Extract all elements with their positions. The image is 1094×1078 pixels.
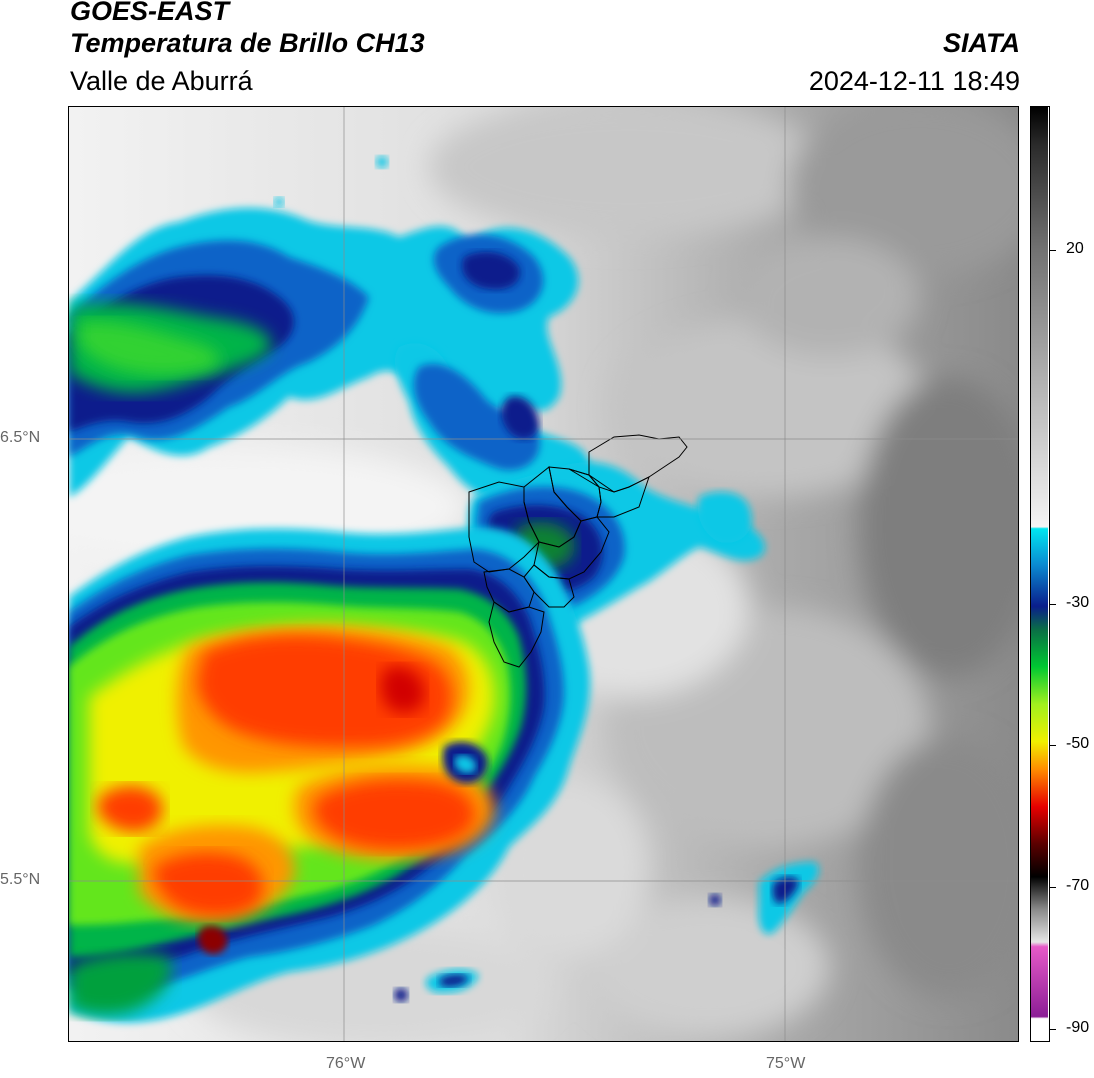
- colorbar-label-20: 20: [1066, 240, 1084, 257]
- title-region: Valle de Aburrá: [70, 66, 253, 96]
- lon-label-76w: 76°W: [326, 1055, 366, 1072]
- colorbar-gradient: [1031, 107, 1048, 1040]
- colorbar-label-minus-50: -50: [1066, 735, 1090, 752]
- colorbar-tick: [1050, 745, 1056, 746]
- colorbar: [1030, 106, 1050, 1042]
- north-cloud-cluster: [69, 207, 592, 509]
- colorbar-tick: [1050, 250, 1056, 251]
- colorbar-tick: [1050, 1029, 1056, 1030]
- brightness-temperature-field: [69, 107, 1018, 1041]
- title-satellite: GOES-EAST: [70, 0, 230, 26]
- valle-de-aburra-boundaries: [468, 434, 688, 668]
- colorbar-label-minus-70: -70: [1066, 877, 1090, 894]
- colorbar-label-minus-30: -30: [1066, 594, 1090, 611]
- title-product: Temperatura de Brillo CH13: [70, 28, 425, 58]
- colorbar-tick: [1050, 604, 1056, 605]
- colorbar-tick: [1050, 887, 1056, 888]
- isolated-cells: [274, 156, 819, 1002]
- lat-label-5-5: 5.5°N: [0, 871, 41, 888]
- colorbar-label-minus-90: -90: [1066, 1019, 1090, 1036]
- satellite-map: [68, 106, 1019, 1042]
- datetime-label: 2024-12-11 18:49: [808, 66, 1020, 96]
- lon-label-75w: 75°W: [766, 1055, 806, 1072]
- agency-label: SIATA: [943, 28, 1020, 58]
- lat-label-6-5: 6.5°N: [0, 429, 41, 446]
- graticule: [69, 107, 1018, 1041]
- south-convective-system: [69, 527, 590, 1023]
